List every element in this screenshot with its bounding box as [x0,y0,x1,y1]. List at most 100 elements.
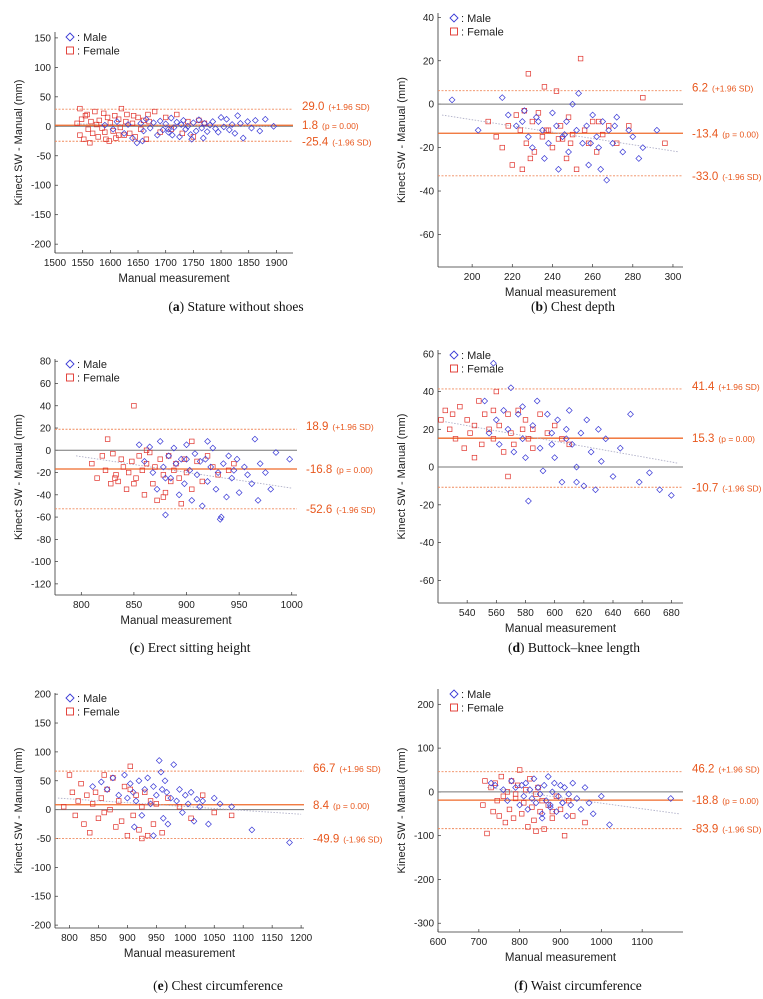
y-tick-label: -50 [37,151,52,162]
panel-e: -200 -150 -100 -50 0 50 100 150 200 800 850 900 950 1… [13,690,383,993]
female-point [94,475,100,481]
female-point [471,454,478,461]
female-point [106,138,112,144]
male-point [184,122,192,130]
lower-limit-label: -33.0 (-1.96 SD) [692,171,762,183]
mean-note-close: = 0.00) [726,434,755,444]
male-point [220,123,228,131]
female-point [136,453,142,459]
x-axis-label: Manual measurement [120,615,232,627]
male-point [524,133,532,141]
trend-line [445,421,679,464]
male-point [177,121,185,128]
male-point [448,96,456,104]
male-point [225,126,233,134]
male-point [524,806,532,813]
male-point [565,790,573,798]
lower-limit-label: -83.9 (-1.96 SD) [692,824,762,836]
male-point [272,449,280,456]
upper-limit-value: 18.9 [306,421,328,433]
male-point [577,806,585,813]
male-point [188,496,196,504]
x-tick-label: 660 [634,608,651,619]
x-tick-label: 1750 [182,258,205,269]
female-point [189,486,195,492]
male-point [577,429,585,437]
y-tick-label: -100 [31,863,51,874]
female-point [93,121,100,128]
male-point [101,121,109,129]
female-point [228,812,235,819]
caption-open-paren: ( [508,640,513,655]
y-tick-label: 0 [428,787,434,798]
female-point [69,789,76,795]
y-tick-label: -60 [420,230,435,241]
male-point [563,812,571,820]
caption-title: Chest circumference [172,978,283,993]
upper-limit-label: 18.9 (+1.96 SD) [306,421,374,433]
male-point [526,786,534,794]
male-point [217,114,225,121]
female-point [81,821,87,827]
female-point [515,407,521,414]
mean-note-close: = 0.00) [330,121,359,131]
male-point [512,784,519,791]
male-point [161,777,169,785]
female-point [165,453,172,459]
female-point [130,113,137,119]
male-point [606,821,613,829]
female-point [103,136,109,142]
y-tick-label: 40 [423,13,435,24]
legend-male-label: : Male [77,693,107,705]
male-point [508,777,515,785]
male-point [212,485,220,493]
male-point [172,460,180,468]
female-point [500,793,506,799]
male-point [103,786,111,793]
female-point [525,71,532,77]
female-point [120,464,127,470]
female-point [99,453,105,459]
male-point [234,112,242,120]
male-point [181,791,189,799]
legend-male-marker [65,32,75,42]
male-point [173,118,181,126]
y-tick-label: -80 [37,535,52,546]
male-point [109,125,117,133]
male-point [270,122,278,130]
female-point [519,166,525,172]
female-point [535,784,541,791]
male-point [193,795,201,803]
male-point [565,148,572,156]
male-point [538,810,546,818]
legend-male-marker [65,359,75,369]
female-point [159,830,165,836]
y-tick-label: -100 [414,831,434,842]
y-tick-label: 50 [40,92,52,103]
male-point [635,155,643,162]
legend-female-marker [450,27,458,36]
female-point [541,84,548,90]
legend-female-label: : Female [77,707,120,719]
male-point [170,761,178,768]
male-point [157,768,165,776]
lower-limit-label: -25.4 (-1.96 SD) [302,136,372,148]
lower-limit-note: (-1.96 SD) [722,172,761,182]
male-point [256,460,264,468]
female-point [107,120,113,126]
male-point [504,111,512,119]
male-point [656,486,664,494]
male-point [183,441,190,449]
male-point [548,441,556,448]
male-point [286,455,294,463]
female-point [101,772,107,778]
male-point [248,480,256,488]
female-point [101,110,107,116]
male-point [593,133,601,141]
male-point [216,800,224,808]
caption-title: Waist circumference [531,978,642,993]
female-point [533,828,539,834]
y-tick-label: -300 [414,919,434,930]
female-point [123,486,130,492]
upper-limit-note: (+1.96 SD) [339,764,381,774]
